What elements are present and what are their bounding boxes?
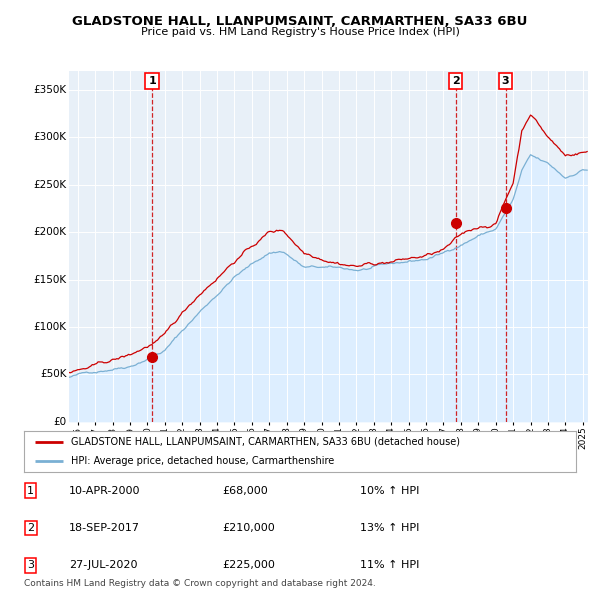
Text: Price paid vs. HM Land Registry's House Price Index (HPI): Price paid vs. HM Land Registry's House …	[140, 27, 460, 37]
Text: 2: 2	[452, 76, 460, 86]
Text: 1: 1	[148, 76, 156, 86]
Text: 10% ↑ HPI: 10% ↑ HPI	[360, 486, 419, 496]
Text: £250K: £250K	[33, 179, 67, 189]
Text: £300K: £300K	[34, 132, 67, 142]
Text: 1: 1	[27, 486, 34, 496]
Text: Contains HM Land Registry data © Crown copyright and database right 2024.
This d: Contains HM Land Registry data © Crown c…	[24, 579, 376, 590]
Text: 18-SEP-2017: 18-SEP-2017	[69, 523, 140, 533]
Text: GLADSTONE HALL, LLANPUMSAINT, CARMARTHEN, SA33 6BU: GLADSTONE HALL, LLANPUMSAINT, CARMARTHEN…	[73, 15, 527, 28]
Text: 11% ↑ HPI: 11% ↑ HPI	[360, 560, 419, 570]
Text: 27-JUL-2020: 27-JUL-2020	[69, 560, 137, 570]
Text: £150K: £150K	[33, 274, 67, 284]
Text: £50K: £50K	[40, 369, 67, 379]
Text: 3: 3	[27, 560, 34, 570]
Text: £68,000: £68,000	[222, 486, 268, 496]
Text: 10-APR-2000: 10-APR-2000	[69, 486, 140, 496]
Text: £225,000: £225,000	[222, 560, 275, 570]
Text: £200K: £200K	[34, 227, 67, 237]
Text: HPI: Average price, detached house, Carmarthenshire: HPI: Average price, detached house, Carm…	[71, 456, 334, 466]
Text: GLADSTONE HALL, LLANPUMSAINT, CARMARTHEN, SA33 6BU (detached house): GLADSTONE HALL, LLANPUMSAINT, CARMARTHEN…	[71, 437, 460, 447]
Text: £350K: £350K	[33, 85, 67, 95]
Text: 2: 2	[27, 523, 34, 533]
Text: £100K: £100K	[34, 322, 67, 332]
Text: 13% ↑ HPI: 13% ↑ HPI	[360, 523, 419, 533]
Text: 3: 3	[502, 76, 509, 86]
Text: £210,000: £210,000	[222, 523, 275, 533]
Text: £0: £0	[53, 417, 67, 427]
